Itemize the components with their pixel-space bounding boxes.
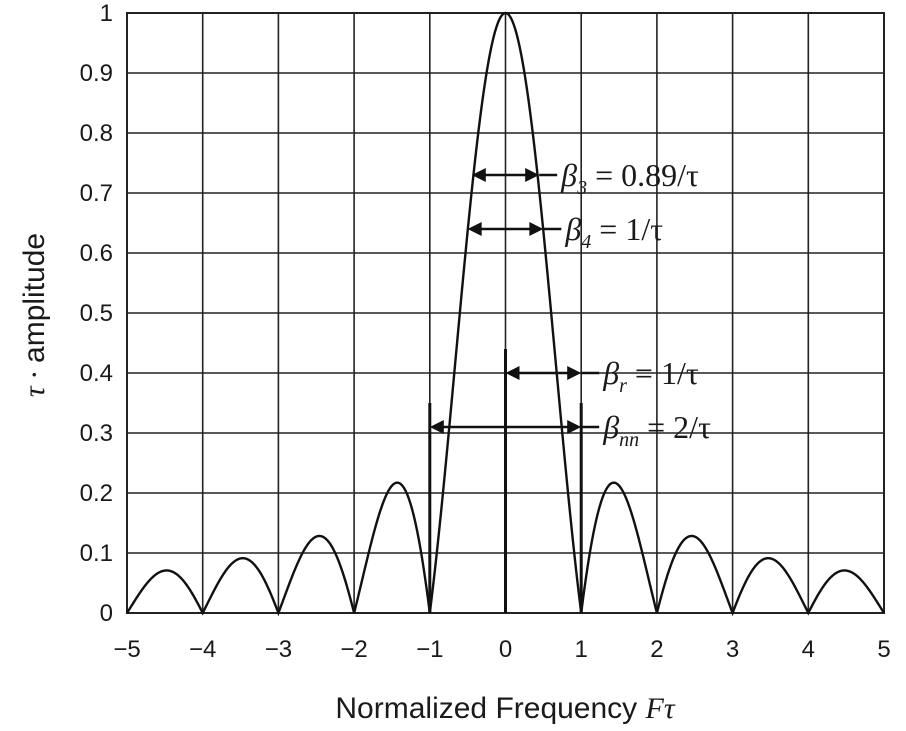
bandwidth-annotation: β4 = 1/τ: [467, 211, 663, 253]
y-tick-label: 0.8: [80, 120, 113, 147]
x-tick-label: 5: [877, 636, 890, 663]
annotation-subscript: r: [619, 375, 627, 397]
x-tick-label: 1: [575, 636, 588, 663]
arrow-head: [467, 222, 482, 236]
annotation-label: β3 = 0.89/τ: [560, 157, 699, 199]
bandwidth-annotation: βr = 1/τ: [505, 355, 699, 397]
series-line-sinc: [125, 11, 886, 617]
y-tick-label: 0.2: [80, 480, 113, 507]
y-axis-label: amplitude: [18, 233, 51, 363]
annotation-subscript: nn: [619, 429, 639, 451]
annotation-subscript: 3: [576, 177, 587, 199]
y-axis-symbol: τ ·: [18, 371, 51, 397]
annotation-symbol: β: [602, 355, 619, 391]
arrow-head: [429, 420, 444, 434]
x-tick-label: 4: [802, 636, 815, 663]
x-tick-label: −5: [113, 636, 140, 663]
annotation-subscript: 4: [581, 231, 591, 253]
annotation-symbol: β: [602, 409, 619, 445]
annotation-value: = 1/τ: [627, 355, 699, 391]
y-tick-label: 0.1: [80, 540, 113, 567]
marker-layer: [428, 349, 583, 613]
curve-layer: [125, 11, 886, 617]
arrow-head: [505, 366, 520, 380]
x-tick-label: 3: [726, 636, 739, 663]
arrow-head: [567, 420, 582, 434]
x-axis-label: Normalized Frequency: [335, 692, 637, 725]
annotation-symbol: β: [564, 211, 581, 247]
annotation-label: βnn = 2/τ: [602, 409, 711, 451]
annotation-value: = 2/τ: [639, 409, 711, 445]
y-tick-label: 0.3: [80, 420, 113, 447]
y-tick-label: 0.4: [80, 360, 113, 387]
y-tick-label: 0.9: [80, 60, 113, 87]
x-tick-label: −4: [189, 636, 216, 663]
arrow-head: [567, 366, 582, 380]
y-axis-title: τ · amplitude: [18, 233, 51, 397]
annotation-symbol: β: [560, 157, 577, 193]
arrow-head: [471, 168, 486, 182]
annotation-value: = 1/τ: [591, 211, 663, 247]
annotation-label: β4 = 1/τ: [564, 211, 663, 253]
x-tick-label: −1: [416, 636, 443, 663]
x-tick-label: 2: [650, 636, 663, 663]
y-tick-label: 0: [100, 600, 113, 627]
y-tick-label: 0.6: [80, 240, 113, 267]
arrow-head: [529, 222, 544, 236]
x-axis-symbol: Fτ: [645, 692, 676, 725]
annotation-value: = 0.89/τ: [587, 157, 699, 193]
arrow-head: [525, 168, 540, 182]
y-tick-label: 0.5: [80, 300, 113, 327]
y-tick-label: 1: [100, 0, 113, 27]
bandwidth-annotation: β3 = 0.89/τ: [471, 157, 699, 199]
x-tick-label: −3: [265, 636, 292, 663]
bandwidth-annotation: βnn = 2/τ: [429, 409, 711, 451]
x-tick-label: 0: [499, 636, 512, 663]
annotation-label: βr = 1/τ: [602, 355, 699, 397]
x-tick-label: −2: [340, 636, 367, 663]
x-tick-labels: −5 −4 −3 −2 −1 0 1 2 3 4 5: [113, 636, 890, 663]
y-tick-label: 0.7: [80, 180, 113, 207]
y-tick-labels: 0 0.1 0.2 0.3 0.4 0.5 0.6 0.7 0.8 0.9 1: [80, 0, 113, 627]
x-axis-title: Normalized Frequency Fτ: [335, 692, 675, 725]
